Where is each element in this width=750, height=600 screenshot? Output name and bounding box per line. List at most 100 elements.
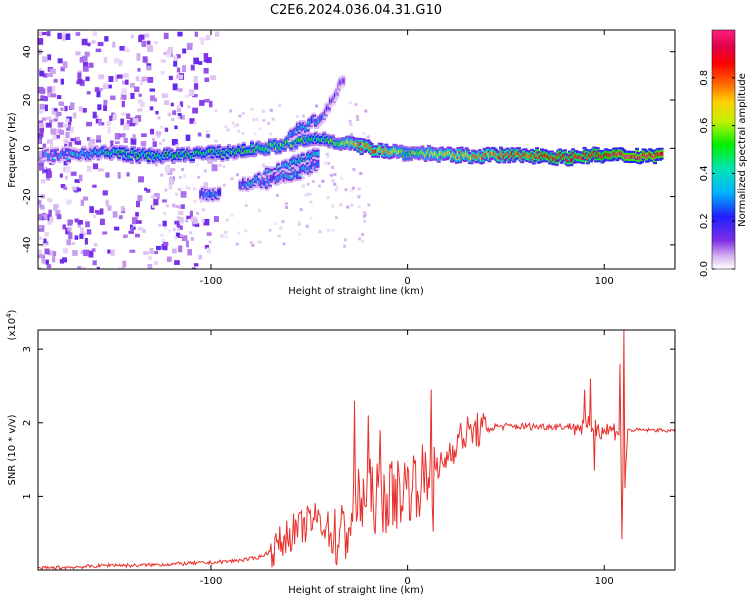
heat-speckle: [118, 267, 124, 269]
heat-speckle: [206, 247, 211, 254]
heat-speckle: [167, 229, 171, 233]
heat-speckle: [178, 205, 182, 209]
heat-speckle: [344, 188, 348, 192]
heat-speckle: [152, 205, 156, 209]
spectrogram-ytick-label: -40: [22, 237, 33, 253]
heat-speckle: [41, 56, 48, 63]
heat-speckle: [177, 116, 181, 120]
heat-speckle: [39, 103, 45, 110]
heat-speckle: [148, 256, 153, 261]
heat-speckle: [150, 195, 155, 199]
heat-speckle: [193, 199, 197, 203]
heat-speckle: [42, 31, 47, 36]
heat-speckle: [362, 132, 366, 136]
heat-speckle: [86, 91, 91, 95]
heat-speckle: [141, 76, 148, 82]
heat-speckle: [164, 166, 171, 173]
heat-speckle: [318, 230, 322, 234]
heat-speckle: [178, 211, 184, 216]
colorbar-label: Normalized spectral amplitude: [737, 73, 748, 227]
heat-speckle: [121, 100, 125, 108]
heat-speckle: [160, 173, 164, 177]
heat-speckle: [192, 94, 198, 98]
heat-speckle: [103, 105, 108, 111]
heat-speckle: [75, 136, 80, 142]
heat-speckle: [348, 101, 352, 105]
heat-speckle: [114, 74, 119, 82]
heat-speckle: [226, 128, 230, 132]
heat-speckle: [71, 241, 76, 245]
heat-speckle: [75, 51, 81, 56]
heat-speckle: [43, 238, 47, 244]
heat-speckle: [80, 266, 86, 269]
heat-speckle: [68, 141, 73, 149]
heat-speckle: [45, 241, 49, 246]
heat-speckle: [96, 90, 101, 98]
heat-speckle: [99, 208, 104, 215]
heat-speckle: [285, 205, 289, 209]
heat-speckle: [41, 258, 45, 264]
heat-speckle: [38, 267, 42, 269]
heat-speckle: [185, 240, 189, 248]
heat-speckle: [103, 56, 108, 64]
heat-speckle: [126, 120, 131, 127]
heat-speckle: [171, 203, 176, 208]
heat-speckle: [366, 135, 370, 139]
heat-speckle: [134, 233, 140, 238]
colorbar-tick-label: 0.6: [699, 118, 710, 134]
heat-speckle: [85, 221, 90, 228]
heat-speckle: [109, 115, 113, 121]
heat-speckle: [144, 33, 150, 38]
heat-speckle: [141, 40, 147, 47]
heat-speckle: [198, 61, 203, 65]
heat-speckle: [269, 108, 273, 112]
heat-speckle: [346, 205, 350, 209]
heat-speckle: [183, 174, 187, 178]
heat-speckle: [186, 215, 192, 220]
heat-speckle: [357, 187, 361, 191]
spectrogram-ylabel: Frequency (Hz): [7, 112, 18, 188]
heat-speckle: [193, 76, 199, 83]
heat-cell: [316, 151, 320, 156]
heat-speckle: [85, 76, 90, 82]
heat-speckle: [298, 232, 302, 236]
heat-speckle: [64, 175, 68, 180]
heat-speckle: [72, 112, 77, 119]
heat-speckle: [51, 85, 56, 93]
heat-speckle: [88, 62, 94, 68]
heat-speckle: [67, 227, 72, 232]
heat-speckle: [40, 95, 45, 101]
heat-speckle: [355, 115, 359, 119]
spectrogram-panel: -100 0 100 -40 -20 0 20 40 Height of straight l…: [7, 29, 676, 297]
heat-speckle: [106, 120, 111, 126]
heat-speckle: [58, 101, 65, 106]
heat-speckle: [301, 114, 305, 118]
heat-speckle: [66, 199, 73, 204]
heat-speckle: [319, 132, 323, 136]
heat-speckle: [222, 183, 226, 187]
heat-speckle: [361, 240, 365, 244]
heat-speckle: [129, 122, 136, 127]
spectrogram-frame: [37, 29, 676, 270]
heat-speckle: [160, 125, 164, 129]
heat-speckle: [204, 77, 210, 82]
heat-speckle: [63, 186, 68, 190]
heat-speckle: [121, 88, 127, 96]
heat-speckle: [339, 203, 343, 207]
heat-speckle: [54, 108, 58, 112]
heat-speckle: [367, 203, 371, 207]
heat-speckle: [43, 213, 48, 220]
heat-speckle: [236, 123, 240, 127]
heat-speckle: [155, 131, 162, 136]
heat-speckle: [70, 127, 74, 133]
heat-speckle: [349, 122, 353, 126]
heat-speckle: [154, 41, 158, 45]
heat-speckle: [314, 104, 318, 108]
heat-speckle: [134, 86, 140, 93]
heat-speckle: [38, 138, 42, 144]
heat-speckle: [350, 203, 354, 207]
heat-speckle: [214, 109, 218, 113]
heat-speckle: [262, 164, 266, 168]
spectrogram-ytick-label: 40: [22, 45, 33, 58]
heat-speckle: [166, 256, 172, 263]
